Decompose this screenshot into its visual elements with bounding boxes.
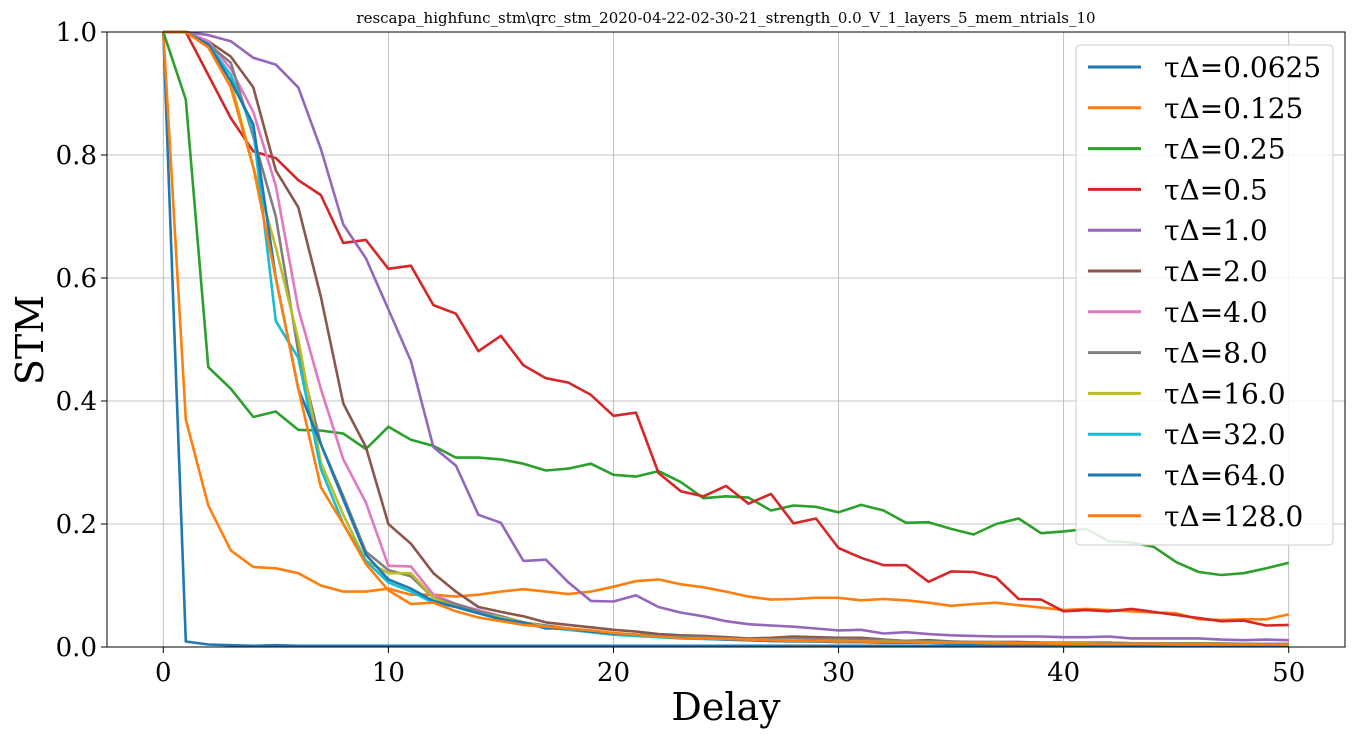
x-tick-label: 10 [372, 658, 405, 688]
legend-label: τΔ=4.0 [1164, 296, 1268, 329]
y-tick-label: 0.4 [56, 387, 97, 417]
legend-box [1075, 44, 1334, 546]
legend-label: τΔ=1.0 [1164, 214, 1268, 247]
legend-label: τΔ=0.0625 [1164, 51, 1321, 84]
y-tick-label: 0.2 [56, 510, 97, 540]
series-lines [162, 30, 1290, 648]
x-axis-title: Delay [671, 685, 781, 729]
y-tick-label: 1.0 [56, 18, 97, 48]
series-line-11 [163, 30, 1289, 646]
y-tick-label: 0.0 [56, 633, 97, 663]
legend-label: τΔ=0.5 [1164, 173, 1268, 206]
legend-label: τΔ=64.0 [1164, 459, 1286, 492]
plot-frame [106, 31, 1346, 648]
legend-label: τΔ=0.125 [1164, 92, 1303, 125]
x-tick-label: 40 [1047, 658, 1080, 688]
legend-label: τΔ=0.25 [1164, 133, 1286, 166]
x-tick-label: 50 [1272, 658, 1305, 688]
axis-ticks: 0 10 20 30 40 50 0.0 0.2 0.4 0.6 0.8 1.0 [56, 18, 1306, 688]
x-tick-label: 20 [597, 658, 630, 688]
series-line-4 [163, 30, 1289, 642]
legend-label: τΔ=2.0 [1164, 255, 1268, 288]
legend: τΔ=0.0625 τΔ=0.125 τΔ=0.25 τΔ=0.5 τΔ=1.0 τΔ=2… [1075, 44, 1334, 546]
y-tick-label: 0.6 [56, 264, 97, 294]
y-tick-label: 0.8 [56, 141, 97, 171]
series-line-0 [162, 31, 1289, 648]
legend-label: τΔ=16.0 [1164, 377, 1286, 410]
series-line-3 [163, 30, 1289, 627]
x-tick-label: 0 [155, 658, 172, 688]
y-axis-title: STM [8, 295, 52, 385]
chart-title: rescapa_highfunc_stm\qrc_stm_2020-04-22-… [356, 9, 1095, 27]
legend-label: τΔ=32.0 [1164, 418, 1286, 451]
legend-label: τΔ=128.0 [1164, 500, 1303, 533]
x-tick-label: 30 [822, 658, 855, 688]
legend-label: τΔ=8.0 [1164, 337, 1268, 370]
